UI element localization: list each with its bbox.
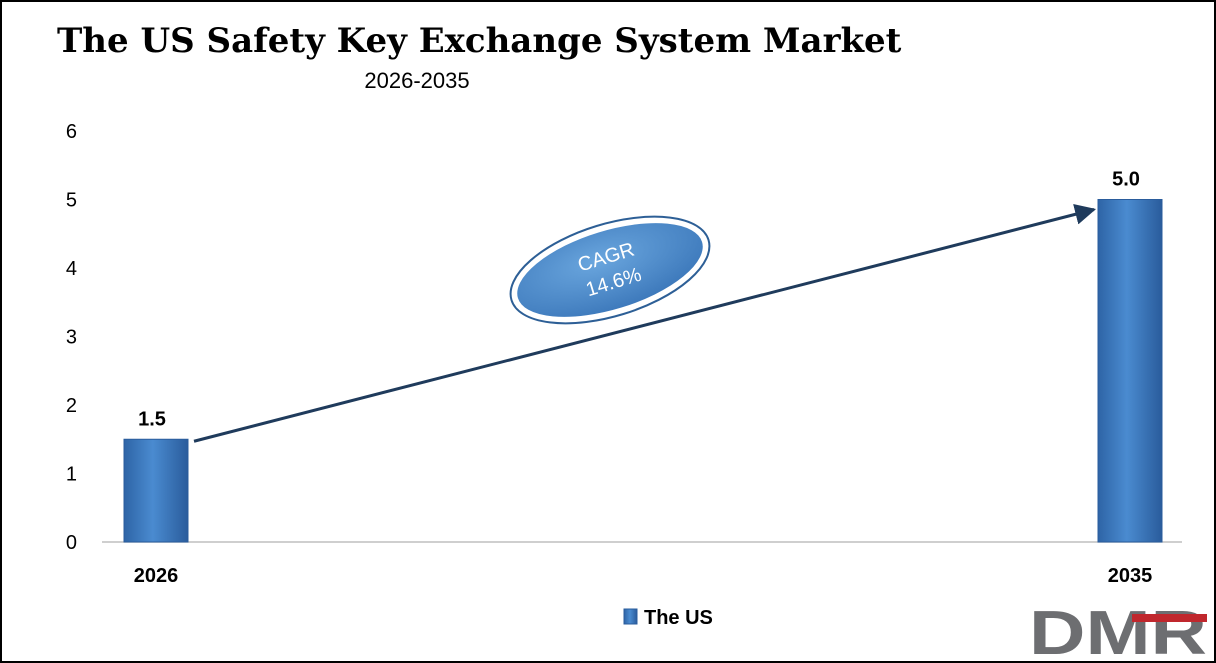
y-tick-label: 3 [66,327,77,349]
chart-subtitle: 2026-2035 [364,68,469,93]
chart-title: The US Safety Key Exchange System Market [57,21,902,61]
bar-2026 [123,438,189,543]
legend: The US [623,607,713,629]
x-tick-label-2026: 2026 [134,565,179,587]
legend-label: The US [644,607,713,629]
y-axis: 0 1 2 3 4 5 6 [66,121,77,554]
cagr-badge: CAGR 14.6% [509,215,711,325]
data-label-2035: 5.0 [1112,169,1140,191]
legend-swatch [623,608,638,625]
y-tick-label: 5 [66,190,77,212]
data-label-2026: 1.5 [138,408,166,430]
bar-2035 [1097,199,1163,543]
y-tick-label: 2 [66,395,77,417]
cagr-arrow [193,204,1097,443]
y-tick-label: 6 [66,121,77,143]
y-tick-label: 0 [66,532,77,554]
dmr-logo: DMR [1029,599,1207,661]
x-tick-label-2035: 2035 [1108,565,1153,587]
y-tick-label: 4 [66,258,77,280]
logo-accent-bar [1132,614,1207,622]
logo-wordmark: DMR [1029,599,1207,661]
y-tick-label: 1 [66,464,77,486]
bars-group: 1.5 2026 5.0 2035 [123,169,1163,587]
